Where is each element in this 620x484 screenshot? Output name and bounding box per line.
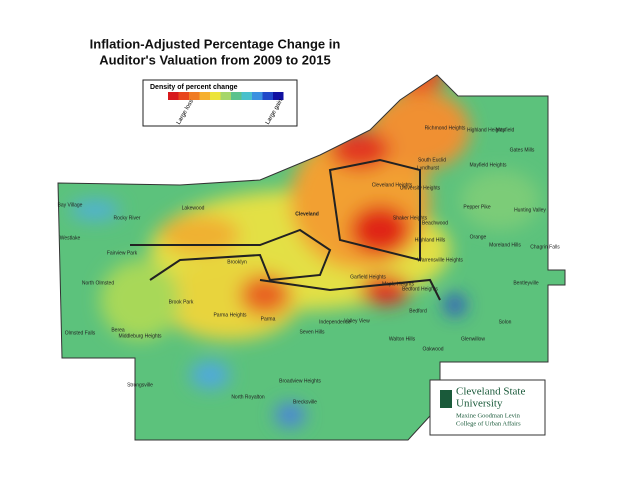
place-label: Cleveland Heights: [372, 182, 413, 188]
place-label: Oakwood: [422, 346, 443, 352]
legend-swatch: [168, 92, 179, 100]
boundaries: [130, 158, 441, 301]
logo-sub: College of Urban Affairs: [456, 420, 521, 427]
place-label: Garfield Heights: [350, 274, 386, 280]
logo-name: Cleveland State: [456, 386, 525, 398]
place-label: Westlake: [60, 235, 81, 241]
place-label: North Royalton: [231, 394, 265, 400]
place-label: Shaker Heights: [393, 215, 428, 221]
place-label: Lakewood: [182, 205, 205, 211]
place-label: Valley View: [344, 318, 370, 324]
legend: Density of percent change Large loss Lar…: [142, 79, 298, 127]
place-label: Walton Hills: [389, 336, 416, 342]
logo: Cleveland State University Maxine Goodma…: [429, 379, 546, 436]
place-label: Parma: [261, 316, 276, 322]
place-label: Hunting Valley: [514, 207, 546, 213]
place-label: Beachwood: [422, 220, 448, 226]
place-label: University Heights: [400, 185, 441, 191]
place-label: Bentleyville: [513, 280, 539, 286]
place-label: Cleveland: [295, 211, 319, 217]
place-label: Middleburg Heights: [118, 333, 162, 339]
place-label: Gates Mills: [510, 147, 535, 153]
legend-title: Density of percent change: [150, 84, 238, 91]
place-label: Highland Hills: [415, 237, 446, 243]
title-line: Auditor's Valuation from 2009 to 2015: [99, 52, 330, 67]
legend-swatch: [252, 92, 263, 100]
place-label: South Euclid: [418, 157, 446, 163]
legend-swatch: [199, 92, 210, 100]
place-label: Orange: [470, 234, 487, 240]
place-label: Rocky River: [114, 215, 141, 221]
title-line: Inflation-Adjusted Percentage Change in: [90, 36, 341, 51]
place-label: Bedford Heights: [402, 286, 438, 292]
logo-name: University: [456, 398, 503, 410]
logo-sub: Maxine Goodman Levin: [456, 412, 521, 419]
legend-swatch: [210, 92, 221, 100]
place-label: Fairview Park: [107, 250, 138, 256]
place-label: Warrensville Heights: [417, 257, 463, 263]
place-label: Mayfield: [496, 127, 515, 133]
place-label: Moreland Hills: [489, 242, 521, 248]
place-label: Highland Heights: [467, 127, 506, 133]
place-label: Bay Village: [58, 202, 83, 208]
place-label: Lyndhurst: [417, 165, 439, 171]
place-label: Independence: [319, 319, 351, 325]
legend-swatch: [220, 92, 231, 100]
place-label: Mayfield Heights: [470, 162, 507, 168]
legend-swatch: [178, 92, 189, 100]
legend-box: [142, 79, 298, 127]
legend-swatch: [273, 92, 284, 100]
place-label: Berea: [111, 327, 125, 333]
place-label: Strongsville: [127, 382, 153, 388]
legend-swatch: [241, 92, 252, 100]
place-label: Parma Heights: [213, 312, 247, 318]
place-label: Solon: [499, 319, 512, 325]
place-label: Maple Heights: [382, 281, 414, 287]
place-labels: Bay Village Westlake Rocky River Lakewood No…: [58, 125, 561, 405]
legend-swatch: [189, 92, 200, 100]
legend-swatch: [262, 92, 273, 100]
place-label: Glenwillow: [461, 336, 485, 342]
place-label: Seven Hills: [299, 329, 325, 335]
place-label: North Olmsted: [82, 280, 114, 286]
place-label: Brook Park: [169, 299, 194, 305]
place-label: Chagrin Falls: [530, 244, 560, 250]
county-outline: [57, 74, 566, 441]
place-label: Bedford: [409, 308, 427, 314]
place-label: Brecksville: [293, 399, 317, 405]
place-label: Richmond Heights: [425, 125, 466, 131]
place-label: Broadview Heights: [279, 378, 321, 384]
place-label: Pepper Pike: [463, 204, 490, 210]
logo-mark: [440, 390, 452, 408]
place-label: Olmsted Falls: [65, 330, 96, 336]
legend-swatch: [231, 92, 242, 100]
place-label: Brooklyn: [227, 259, 247, 265]
legend-ramp: [168, 92, 284, 100]
